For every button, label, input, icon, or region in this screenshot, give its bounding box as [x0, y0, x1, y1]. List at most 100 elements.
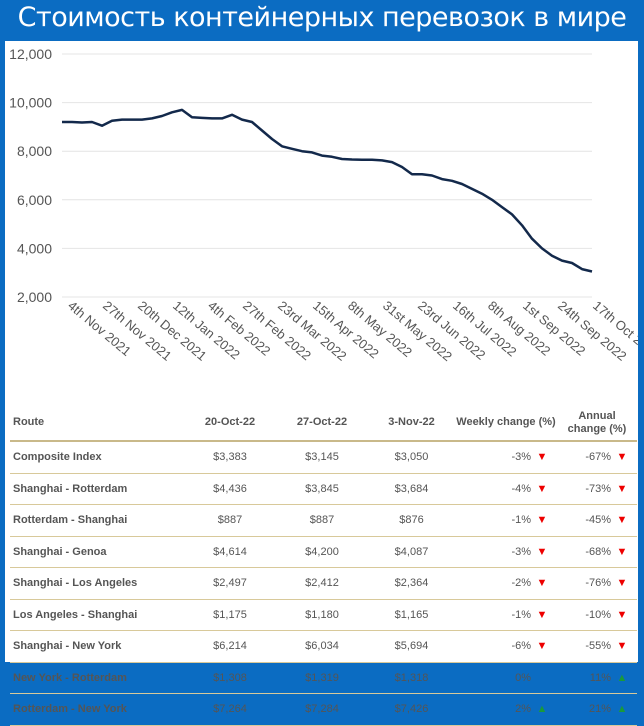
- y-tick-label: 4,000: [17, 240, 52, 256]
- value-27-oct-text: $7,284: [305, 703, 339, 716]
- value-20-oct-text: $1,175: [213, 608, 247, 621]
- value-20-oct: $2,497: [184, 567, 276, 600]
- table-row: Shanghai - Genoa $4,614 $4,200 $4,087 -3% ▼ -6…: [10, 536, 637, 568]
- weekly-change: -4% ▼: [455, 473, 557, 505]
- arrow-down-icon: ▼: [536, 545, 548, 558]
- value-27-oct: $7,284: [276, 693, 368, 726]
- content-panel: 2,000 4,000 6,000 8,000 10,000 12,000 4th Nov …: [5, 41, 638, 726]
- value-3-nov: $3,050: [368, 441, 455, 474]
- weekly-change-text: 0%: [515, 671, 531, 684]
- value-20-oct: $3,383: [184, 441, 276, 474]
- annual-change: -68% ▼: [557, 536, 637, 568]
- arrow-up-icon: ▲: [616, 703, 628, 716]
- y-tick-label: 8,000: [17, 143, 52, 159]
- value-20-oct: $7,264: [184, 693, 276, 726]
- value-27-oct-text: $6,034: [305, 640, 339, 653]
- annual-change: -45% ▼: [557, 504, 637, 537]
- annual-change-text: -45%: [585, 514, 611, 527]
- value-27-oct: $887: [276, 504, 368, 537]
- arrow-down-icon: ▼: [616, 451, 628, 464]
- route-name-text: Shanghai - Los Angeles: [13, 577, 138, 590]
- route-name: Rotterdam - New York: [10, 693, 184, 726]
- rates-table: Route 20-Oct-22 27-Oct-22 3-Nov-22 Weekl…: [10, 405, 637, 726]
- value-3-nov-text: $2,364: [394, 577, 429, 590]
- arrow-down-icon: ▼: [536, 608, 548, 621]
- value-20-oct-text: $4,614: [213, 545, 247, 558]
- arrow-down-icon: ▼: [536, 577, 548, 590]
- route-name-text: Shanghai - Genoa: [13, 545, 107, 558]
- col-route: Route: [10, 405, 184, 442]
- weekly-change-text: 2%: [515, 703, 531, 716]
- weekly-change: -1% ▼: [455, 504, 557, 537]
- weekly-change-text: -4%: [511, 482, 531, 495]
- value-20-oct: $4,614: [184, 536, 276, 568]
- y-tick-label: 2,000: [17, 289, 52, 305]
- arrow-down-icon: ▼: [536, 451, 548, 464]
- value-3-nov: $2,364: [368, 567, 455, 600]
- arrow-down-icon: ▼: [536, 514, 548, 527]
- annual-change-text: -76%: [585, 577, 611, 590]
- annual-change: 21% ▲: [557, 693, 637, 726]
- value-27-oct-text: $4,200: [305, 545, 339, 558]
- value-20-oct-text: $887: [217, 514, 243, 527]
- annual-change-text: -68%: [585, 545, 611, 558]
- col-date3: 3-Nov-22: [368, 405, 455, 442]
- table-header: Route 20-Oct-22 27-Oct-22 3-Nov-22 Weekl…: [10, 405, 637, 442]
- route-name: Composite Index: [10, 441, 184, 474]
- weekly-change: 2% ▲: [455, 693, 557, 726]
- table-row: Los Angeles - Shanghai $1,175 $1,180 $1,165…: [10, 599, 637, 631]
- y-tick-label: 12,000: [9, 46, 52, 62]
- annual-change: -67% ▼: [557, 441, 637, 474]
- value-27-oct: $6,034: [276, 630, 368, 663]
- y-tick-label: 6,000: [17, 192, 52, 208]
- value-27-oct-text: $2,412: [305, 577, 339, 590]
- arrow-up-icon: ▲: [536, 703, 548, 716]
- weekly-change: -6% ▼: [455, 630, 557, 663]
- weekly-change-text: -3%: [511, 451, 531, 464]
- value-27-oct-text: $1,180: [305, 608, 339, 621]
- value-27-oct-text: $3,845: [305, 482, 339, 495]
- route-name-text: Rotterdam - New York: [13, 703, 127, 716]
- table-row: Shanghai - New York $6,214 $6,034 $5,694 -6%…: [10, 630, 637, 663]
- y-tick-label: 10,000: [9, 95, 52, 111]
- annual-change: -76% ▼: [557, 567, 637, 600]
- table-row: Shanghai - Los Angeles $2,497 $2,412 $2,364…: [10, 567, 637, 600]
- route-name: Los Angeles - Shanghai: [10, 599, 184, 631]
- route-name-text: Shanghai - Rotterdam: [13, 482, 128, 495]
- value-20-oct-text: $1,308: [213, 671, 247, 684]
- arrow-down-icon: ▼: [616, 577, 628, 590]
- value-3-nov: $1,165: [368, 599, 455, 631]
- annual-change-text: 21%: [588, 703, 611, 716]
- value-3-nov-text: $4,087: [394, 545, 429, 558]
- value-3-nov-text: $1,165: [394, 608, 429, 621]
- col-annual: Annual change (%): [557, 405, 637, 442]
- value-3-nov-text: $7,426: [394, 703, 429, 716]
- route-name: Shanghai - Rotterdam: [10, 473, 184, 505]
- value-3-nov: $4,087: [368, 536, 455, 568]
- route-name: Shanghai - Genoa: [10, 536, 184, 568]
- route-name: Shanghai - Los Angeles: [10, 567, 184, 600]
- table-row: Shanghai - Rotterdam $4,436 $3,845 $3,684 -4…: [10, 473, 637, 505]
- weekly-change-text: -2%: [511, 577, 531, 590]
- route-name: Shanghai - New York: [10, 630, 184, 663]
- value-27-oct: $2,412: [276, 567, 368, 600]
- value-3-nov-text: $876: [399, 514, 424, 527]
- value-20-oct-text: $6,214: [213, 640, 247, 653]
- value-20-oct-text: $7,264: [213, 703, 247, 716]
- arrow-down-icon: ▼: [616, 640, 628, 653]
- arrow-down-icon: ▼: [616, 545, 628, 558]
- value-3-nov: $7,426: [368, 693, 455, 726]
- value-3-nov-text: $5,694: [394, 640, 429, 653]
- col-weekly: Weekly change (%): [455, 405, 557, 442]
- value-3-nov: $5,694: [368, 630, 455, 663]
- route-name-text: New York - Rotterdam: [13, 671, 127, 684]
- route-name-text: Composite Index: [13, 451, 102, 464]
- series-line: [62, 108, 593, 273]
- value-20-oct: $887: [184, 504, 276, 537]
- col-date1: 20-Oct-22: [184, 405, 276, 442]
- table-row: Rotterdam - Shanghai $887 $887 $876 -1% ▼ -45%…: [10, 504, 637, 537]
- weekly-change-text: -3%: [511, 545, 531, 558]
- value-27-oct: $3,145: [276, 441, 368, 474]
- weekly-change: -2% ▼: [455, 567, 557, 600]
